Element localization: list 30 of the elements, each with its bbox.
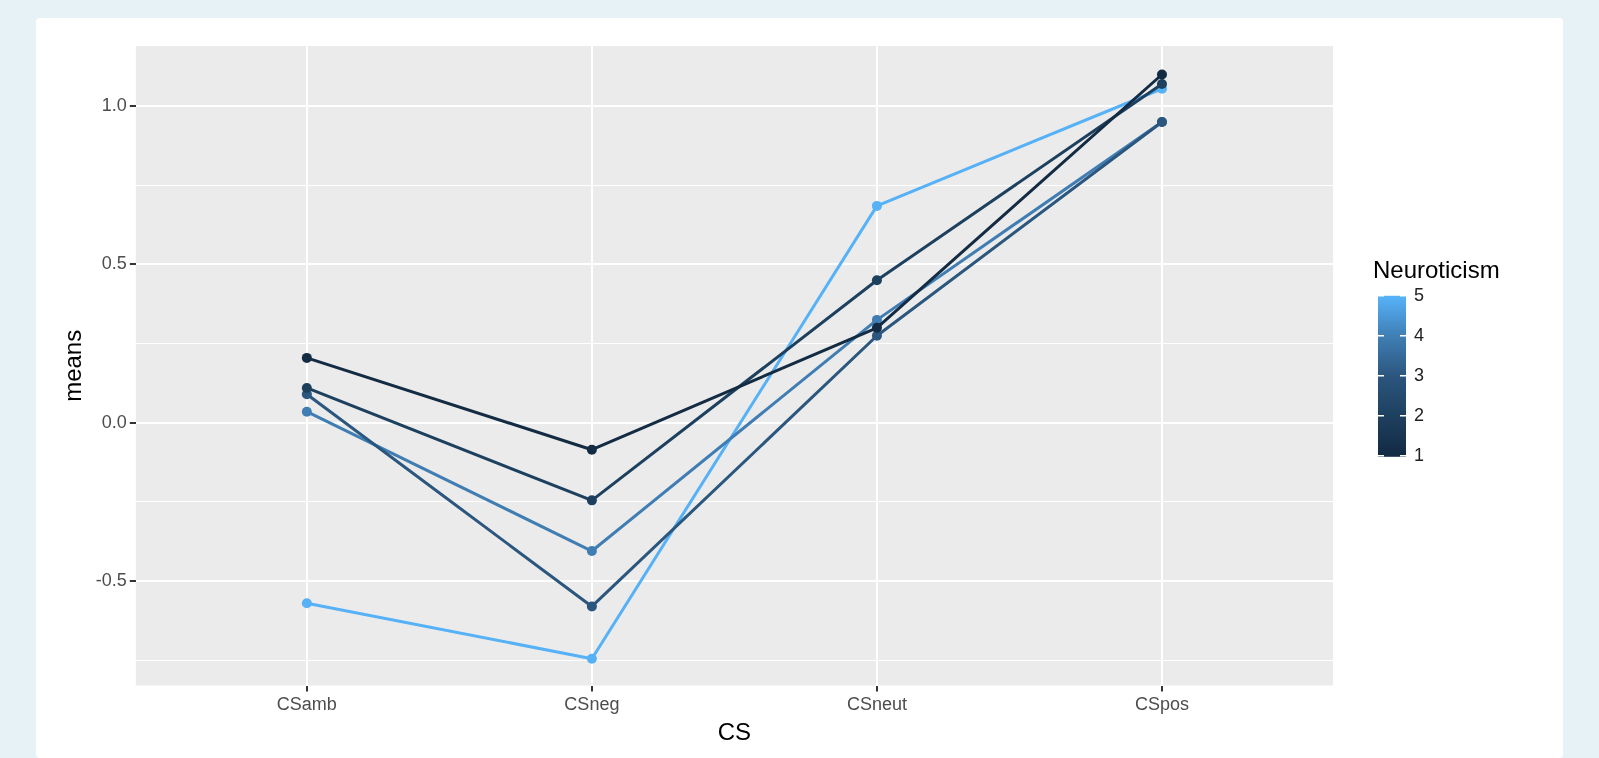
point: [586, 495, 597, 506]
point: [301, 382, 312, 393]
point: [301, 406, 312, 417]
point: [1156, 69, 1167, 80]
color-bar-label: 1: [1414, 444, 1425, 465]
x-tick-label: CSpos: [1134, 694, 1189, 715]
point: [871, 275, 882, 286]
x-tick-label: CSamb: [276, 694, 337, 715]
point: [1156, 79, 1167, 89]
y-tick-label: 1.0: [101, 95, 127, 116]
y-tick-label: 0.5: [101, 253, 127, 274]
y-tick-label: 0.0: [101, 411, 127, 432]
y-tick-label: -0.5: [95, 570, 127, 591]
color-bar-label: 5: [1414, 284, 1425, 305]
point: [586, 653, 597, 664]
point: [586, 546, 597, 557]
point: [301, 598, 312, 609]
point: [871, 322, 882, 333]
point: [586, 444, 597, 455]
point: [871, 200, 882, 211]
x-tick-label: CSneg: [564, 694, 620, 715]
x-axis-title: CS: [717, 718, 752, 746]
color-bar-label: 3: [1414, 364, 1425, 385]
legend-title: Neuroticism: [1373, 256, 1500, 284]
color-bar-label: 4: [1414, 324, 1425, 345]
color-bar-label: 2: [1414, 404, 1425, 425]
point: [586, 601, 597, 612]
x-tick-label: CSneut: [846, 694, 907, 715]
y-axis-title: means: [59, 329, 87, 402]
point: [301, 352, 312, 363]
